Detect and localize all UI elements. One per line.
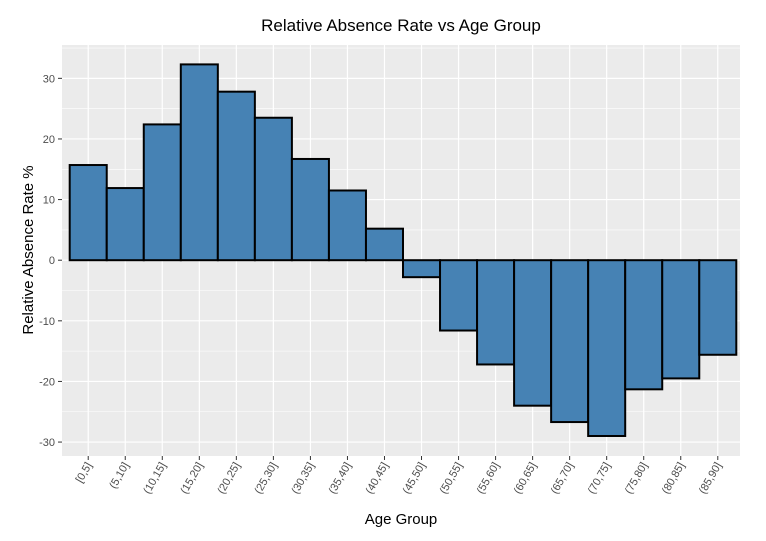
bar-1 bbox=[105, 187, 145, 262]
bar-6 bbox=[290, 157, 330, 262]
bar-10 bbox=[439, 259, 479, 332]
x-axis-title: Age Group bbox=[365, 511, 438, 528]
bar-7 bbox=[327, 189, 367, 262]
x-axis: [0,5] (5,10] (10,15] (15,20] (20,25] (25,30] (… bbox=[74, 456, 725, 497]
x-tick-label: (10,15] bbox=[141, 461, 169, 497]
x-tick-label: [0,5] bbox=[74, 461, 95, 486]
y-tick-label: 0 bbox=[49, 255, 55, 267]
bar-13 bbox=[550, 259, 590, 424]
bar-14 bbox=[587, 259, 627, 437]
bar-15 bbox=[624, 259, 664, 391]
x-tick-label: (80,85] bbox=[660, 461, 688, 497]
bar-8 bbox=[364, 227, 405, 262]
x-tick-label: (55,60] bbox=[475, 461, 503, 497]
x-tick-label: (75,80] bbox=[623, 461, 651, 497]
x-tick-label: (65,70] bbox=[549, 461, 577, 497]
bars bbox=[68, 63, 738, 437]
bar-12 bbox=[513, 259, 553, 407]
x-tick-label: (5,10] bbox=[107, 461, 131, 491]
y-tick-label: 10 bbox=[43, 195, 55, 207]
bar-3 bbox=[179, 63, 219, 262]
bar-2 bbox=[142, 123, 182, 262]
chart-title: Relative Absence Rate vs Age Group bbox=[261, 16, 541, 35]
x-tick-label: (35,40] bbox=[327, 461, 355, 497]
x-tick-label: (45,50] bbox=[401, 461, 429, 497]
bar-4 bbox=[216, 90, 256, 262]
x-tick-label: (25,30] bbox=[252, 461, 280, 497]
x-tick-label: (60,65] bbox=[512, 461, 540, 497]
y-tick-label: -10 bbox=[39, 316, 55, 328]
y-axis-title: Relative Absence Rate % bbox=[20, 165, 37, 334]
x-tick-label: (70,75] bbox=[586, 461, 614, 497]
x-tick-label: (85,90] bbox=[697, 461, 725, 497]
bar-11 bbox=[476, 259, 516, 366]
bar-0 bbox=[68, 164, 108, 262]
bar-17 bbox=[698, 259, 738, 356]
y-axis: -30 -20 -10 0 10 20 30 bbox=[39, 73, 62, 449]
bar-5 bbox=[253, 116, 293, 262]
y-tick-label: -30 bbox=[39, 437, 55, 449]
x-tick-label: (20,25] bbox=[215, 461, 243, 497]
bar-9 bbox=[402, 259, 442, 279]
y-tick-label: -20 bbox=[39, 376, 55, 388]
y-tick-label: 20 bbox=[43, 134, 55, 146]
x-tick-label: (50,55] bbox=[438, 461, 466, 497]
bar-16 bbox=[661, 259, 701, 380]
x-tick-label: (40,45] bbox=[364, 461, 392, 497]
x-tick-label: (30,35] bbox=[289, 461, 317, 497]
y-tick-label: 30 bbox=[43, 73, 55, 85]
x-tick-label: (15,20] bbox=[178, 461, 206, 497]
